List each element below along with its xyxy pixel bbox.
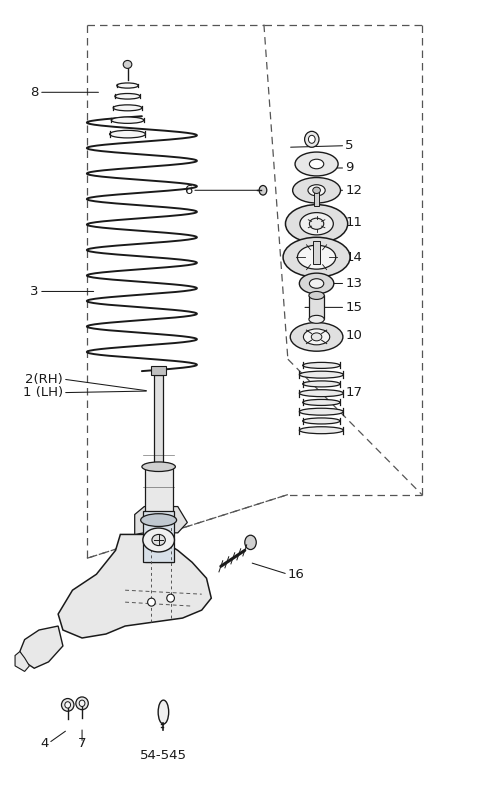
Text: 15: 15 bbox=[345, 301, 362, 314]
Ellipse shape bbox=[259, 185, 267, 195]
Text: 1 (LH): 1 (LH) bbox=[23, 386, 63, 399]
Text: 7: 7 bbox=[78, 737, 86, 749]
Ellipse shape bbox=[310, 279, 324, 288]
Bar bbox=[309, 295, 324, 319]
Ellipse shape bbox=[293, 177, 340, 203]
Ellipse shape bbox=[65, 701, 71, 708]
Ellipse shape bbox=[300, 273, 334, 294]
Ellipse shape bbox=[142, 462, 175, 472]
Text: 10: 10 bbox=[345, 329, 362, 342]
Text: 13: 13 bbox=[345, 277, 362, 290]
Ellipse shape bbox=[300, 371, 343, 378]
Bar bbox=[313, 241, 321, 263]
Ellipse shape bbox=[290, 322, 343, 351]
Ellipse shape bbox=[61, 698, 74, 711]
Ellipse shape bbox=[300, 389, 343, 397]
Ellipse shape bbox=[303, 400, 340, 405]
Bar bbox=[151, 365, 166, 375]
Ellipse shape bbox=[286, 204, 348, 243]
Ellipse shape bbox=[113, 105, 142, 111]
Ellipse shape bbox=[109, 130, 145, 138]
Polygon shape bbox=[15, 651, 29, 671]
Ellipse shape bbox=[300, 409, 343, 415]
Ellipse shape bbox=[312, 333, 322, 341]
Ellipse shape bbox=[303, 381, 340, 387]
Text: 11: 11 bbox=[345, 215, 362, 229]
Ellipse shape bbox=[111, 117, 144, 124]
Text: 9: 9 bbox=[345, 161, 354, 175]
Ellipse shape bbox=[148, 598, 156, 606]
Bar bbox=[145, 467, 172, 563]
Ellipse shape bbox=[298, 245, 336, 269]
Bar bbox=[143, 511, 174, 563]
Ellipse shape bbox=[143, 528, 174, 552]
Text: 8: 8 bbox=[31, 86, 39, 99]
Text: 6: 6 bbox=[184, 184, 192, 197]
Ellipse shape bbox=[308, 184, 325, 196]
Bar bbox=[155, 375, 163, 467]
Ellipse shape bbox=[167, 595, 174, 602]
Ellipse shape bbox=[309, 291, 324, 299]
Polygon shape bbox=[58, 535, 211, 638]
Ellipse shape bbox=[141, 514, 177, 527]
Ellipse shape bbox=[300, 427, 343, 433]
Text: 12: 12 bbox=[345, 184, 362, 197]
Text: 54-545: 54-545 bbox=[140, 749, 187, 761]
Text: 4: 4 bbox=[40, 737, 48, 749]
Text: 3: 3 bbox=[31, 285, 39, 298]
Ellipse shape bbox=[115, 93, 140, 99]
Ellipse shape bbox=[305, 132, 319, 148]
Ellipse shape bbox=[303, 362, 340, 369]
Text: 5: 5 bbox=[345, 139, 354, 152]
Ellipse shape bbox=[117, 83, 138, 88]
Text: 2(RH): 2(RH) bbox=[25, 373, 63, 385]
Text: 16: 16 bbox=[288, 567, 305, 581]
Ellipse shape bbox=[310, 218, 324, 229]
Ellipse shape bbox=[295, 152, 338, 176]
Polygon shape bbox=[20, 626, 63, 668]
Ellipse shape bbox=[152, 535, 165, 546]
Ellipse shape bbox=[310, 160, 324, 169]
Ellipse shape bbox=[309, 315, 324, 323]
Ellipse shape bbox=[303, 329, 330, 345]
Polygon shape bbox=[135, 507, 187, 535]
Ellipse shape bbox=[313, 187, 321, 193]
Ellipse shape bbox=[158, 700, 168, 724]
Ellipse shape bbox=[76, 697, 88, 709]
Ellipse shape bbox=[79, 700, 85, 706]
Text: 14: 14 bbox=[345, 251, 362, 263]
Ellipse shape bbox=[309, 136, 315, 144]
Ellipse shape bbox=[303, 418, 340, 424]
Bar bbox=[314, 190, 320, 206]
Ellipse shape bbox=[245, 535, 256, 550]
Text: 17: 17 bbox=[345, 386, 362, 399]
Ellipse shape bbox=[283, 237, 350, 277]
Ellipse shape bbox=[123, 61, 132, 69]
Ellipse shape bbox=[300, 212, 333, 235]
